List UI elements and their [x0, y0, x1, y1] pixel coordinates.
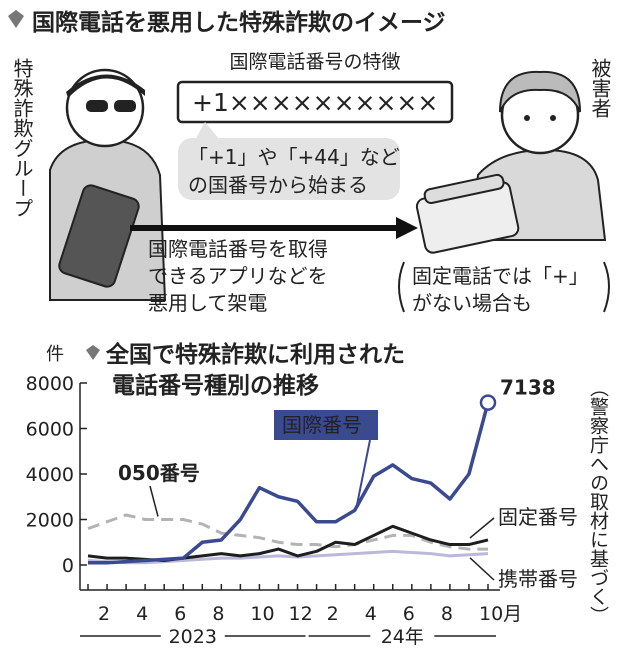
chart-area: 0 2000 4000 6000 8000 2 4 6 8 10 12 2 4 6 8 10月 2023 24年 7…	[26, 373, 578, 648]
sunglasses	[86, 100, 108, 112]
legend-leader	[150, 486, 158, 517]
feature-title: 国際電話番号の特徴	[229, 51, 400, 73]
x-tick-label: 4	[136, 603, 148, 625]
y-tick-label: 8000	[26, 373, 74, 395]
victim-eye	[524, 115, 530, 121]
page: 国際電話を悪用した特殊詐欺のイメージ 特殊詐欺グループ 国際電話番号の特徴 +1…	[0, 0, 628, 654]
paren	[399, 262, 404, 312]
legend-leader	[470, 518, 494, 538]
group-label: 特殊詐欺グループ	[10, 58, 34, 218]
x-tick-label: 12	[289, 603, 313, 625]
bubble-line: の国番号から始まる	[188, 173, 368, 197]
legend-leader	[470, 558, 494, 580]
legend-label: 固定番号	[498, 505, 578, 529]
chart-icon	[86, 345, 100, 360]
chart-title: 電話番号種別の推移	[112, 372, 319, 399]
y-tick-label: 2000	[26, 510, 74, 532]
victim-eye	[550, 115, 556, 121]
caption-line: 国際電話番号を取得	[148, 237, 328, 261]
bubble-pointer	[195, 122, 220, 140]
number-example: +1××××××××××	[192, 88, 438, 117]
x-tick-label: 6	[403, 603, 415, 625]
source: （警察庁への取材に基づく）	[587, 378, 609, 625]
x-tick-label: 8	[441, 603, 453, 625]
x-tick-label: 4	[365, 603, 377, 625]
y-tick-label: 6000	[26, 419, 74, 441]
caption-line: 悪用して架電	[148, 291, 267, 315]
x-tick-label: 10月	[479, 603, 522, 625]
y-tick-label: 0	[62, 555, 74, 577]
y-tick-label: 4000	[26, 464, 74, 486]
header-title: 国際電話を悪用した特殊詐欺のイメージ	[32, 9, 446, 36]
x-tick-label: 2	[98, 603, 110, 625]
arrow-head	[396, 217, 418, 239]
year-label: 24年	[381, 626, 424, 648]
victim-label: 被害者	[588, 58, 612, 118]
legend-label: 050番号	[118, 461, 200, 485]
y-unit: 件	[46, 344, 64, 365]
chart-title: 全国で特殊詐欺に利用された	[105, 341, 405, 368]
legend-label: 国際番号	[282, 413, 362, 437]
series-line	[88, 515, 488, 549]
legend-label: 携帯番号	[498, 567, 578, 591]
infographic: 国際電話を悪用した特殊詐欺のイメージ 特殊詐欺グループ 国際電話番号の特徴 +1…	[0, 0, 628, 654]
sunglasses	[114, 100, 136, 112]
end-marker	[481, 396, 495, 410]
paren	[604, 262, 609, 312]
note-line: 固定電話では「+」	[412, 264, 589, 288]
data-label: 7138	[500, 376, 556, 400]
x-tick-label: 2	[327, 603, 339, 625]
x-tick-label: 6	[174, 603, 186, 625]
x-tick-label: 8	[212, 603, 224, 625]
x-tick-label: 10	[250, 603, 274, 625]
year-label: 2023	[169, 626, 217, 648]
note-line: がない場合も	[412, 291, 532, 315]
caption-line: できるアプリなどを	[148, 264, 328, 288]
header-icon	[8, 10, 24, 28]
bubble-line: 「+1」や「+44」など	[188, 145, 400, 169]
